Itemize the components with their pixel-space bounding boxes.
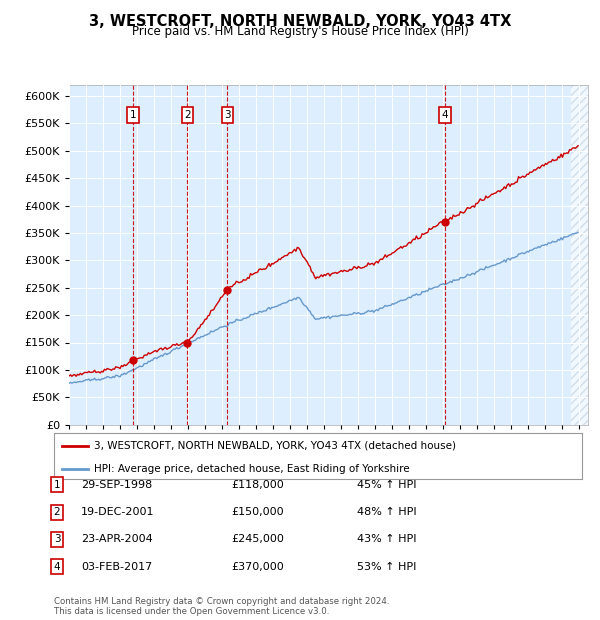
Text: 53% ↑ HPI: 53% ↑ HPI xyxy=(357,562,416,572)
Text: 29-SEP-1998: 29-SEP-1998 xyxy=(81,480,152,490)
Text: £118,000: £118,000 xyxy=(231,480,284,490)
Text: 4: 4 xyxy=(442,110,448,120)
Text: 1: 1 xyxy=(130,110,136,120)
Text: 3: 3 xyxy=(53,534,61,544)
Text: HPI: Average price, detached house, East Riding of Yorkshire: HPI: Average price, detached house, East… xyxy=(94,464,409,474)
Text: 4: 4 xyxy=(53,562,61,572)
Text: £245,000: £245,000 xyxy=(231,534,284,544)
Text: 48% ↑ HPI: 48% ↑ HPI xyxy=(357,507,416,517)
Text: 2: 2 xyxy=(184,110,191,120)
Text: 3, WESTCROFT, NORTH NEWBALD, YORK, YO43 4TX: 3, WESTCROFT, NORTH NEWBALD, YORK, YO43 … xyxy=(89,14,511,29)
Text: 3, WESTCROFT, NORTH NEWBALD, YORK, YO43 4TX (detached house): 3, WESTCROFT, NORTH NEWBALD, YORK, YO43 … xyxy=(94,441,455,451)
Text: 19-DEC-2001: 19-DEC-2001 xyxy=(81,507,155,517)
Text: Price paid vs. HM Land Registry's House Price Index (HPI): Price paid vs. HM Land Registry's House … xyxy=(131,25,469,38)
Text: Contains HM Land Registry data © Crown copyright and database right 2024.: Contains HM Land Registry data © Crown c… xyxy=(54,597,389,606)
Text: 3: 3 xyxy=(224,110,231,120)
Bar xyxy=(571,85,596,425)
Text: 43% ↑ HPI: 43% ↑ HPI xyxy=(357,534,416,544)
Text: This data is licensed under the Open Government Licence v3.0.: This data is licensed under the Open Gov… xyxy=(54,607,329,616)
Text: £150,000: £150,000 xyxy=(231,507,284,517)
Text: 1: 1 xyxy=(53,480,61,490)
Text: 03-FEB-2017: 03-FEB-2017 xyxy=(81,562,152,572)
Text: 23-APR-2004: 23-APR-2004 xyxy=(81,534,153,544)
Text: £370,000: £370,000 xyxy=(231,562,284,572)
Text: 45% ↑ HPI: 45% ↑ HPI xyxy=(357,480,416,490)
Text: 2: 2 xyxy=(53,507,61,517)
